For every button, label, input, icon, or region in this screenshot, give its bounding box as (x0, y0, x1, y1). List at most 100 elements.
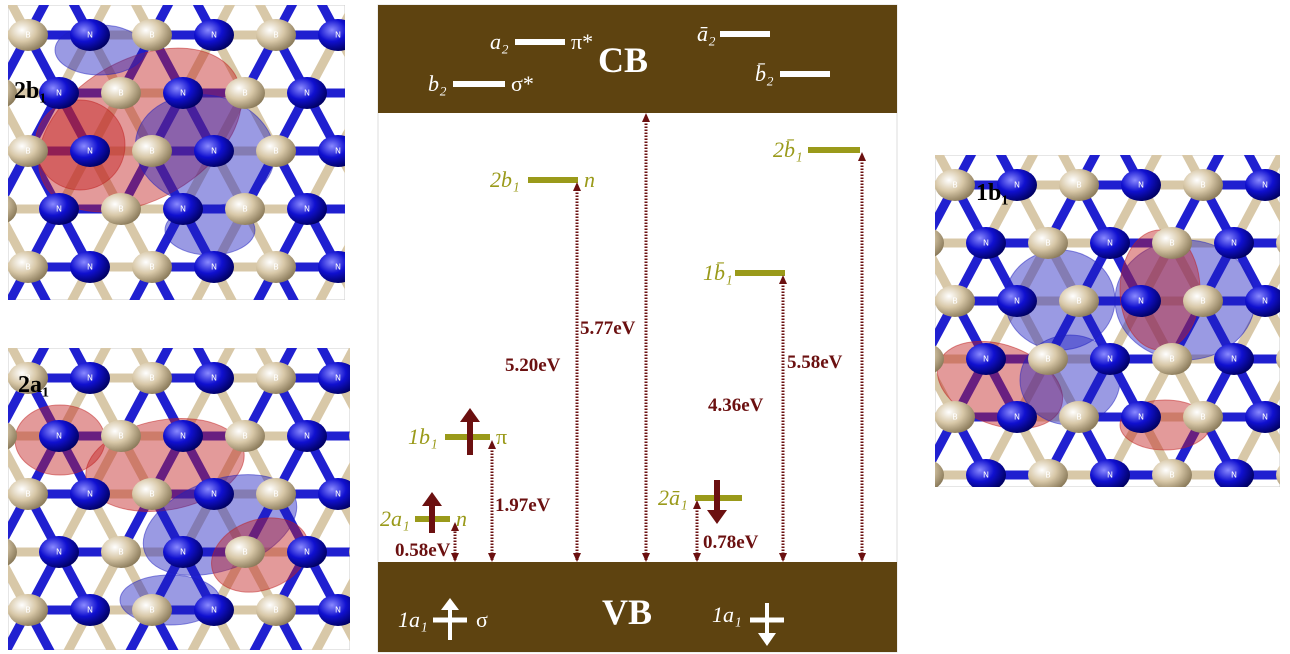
atom (1090, 459, 1130, 487)
atom (1245, 285, 1280, 317)
atom (966, 227, 1006, 259)
atom (163, 193, 203, 225)
atom (1245, 169, 1280, 201)
atom (1059, 169, 1099, 201)
atom (1028, 459, 1068, 487)
panel-background (935, 155, 1280, 487)
atom (287, 420, 327, 452)
atom (287, 309, 327, 341)
atom (132, 594, 172, 626)
atom (194, 594, 234, 626)
atom (194, 251, 234, 283)
atom (318, 478, 350, 510)
atom-label: N (56, 432, 62, 441)
transition-head (488, 440, 496, 449)
atom-label: B (273, 490, 279, 499)
transition-energy: 4.36eV (708, 395, 764, 416)
atom-label: N (335, 263, 341, 272)
bond (893, 301, 924, 359)
atom-label: B (1200, 413, 1206, 422)
spin-arrow-head (707, 510, 727, 524)
atom-label: B (273, 147, 279, 156)
atom-label: B (1169, 239, 1175, 248)
atom (70, 594, 110, 626)
level-label: 1b̄₁ (703, 260, 733, 285)
atom (935, 401, 975, 433)
atom-label: N (1107, 471, 1113, 480)
atom-label: B (366, 548, 372, 557)
atom-label: N (87, 263, 93, 272)
atom-label: B (25, 263, 31, 272)
bond (893, 185, 924, 243)
transition-head (573, 182, 581, 191)
level-label: a₂ (490, 29, 509, 54)
atom-label: N (1262, 297, 1268, 306)
atom (966, 459, 1006, 487)
energy-diagram: CB VB a₂ π* b₂ σ* ā₂ b̄₂ 2b₁ n 1b₁ π 2a₁ n 2b̄₁ 1b̄₁ 2… (377, 4, 898, 653)
transitions: 0.58eV 1.97eV 5.20eV 5.77eV 0.78eV 4.36eV 5.58… (395, 113, 866, 562)
atom (256, 251, 296, 283)
level-label: 2b̄₁ (773, 137, 803, 162)
level-tag: σ (476, 607, 488, 632)
atom (1121, 169, 1161, 201)
atom (1090, 111, 1130, 143)
atom-label: B (1169, 355, 1175, 364)
atom (225, 420, 265, 452)
atom-label: N (180, 205, 186, 214)
atom-label: B (952, 297, 958, 306)
atom-label: B (366, 316, 372, 325)
atom (349, 431, 350, 441)
atom (163, 420, 203, 452)
atom-label: B (1045, 239, 1051, 248)
atom (1028, 343, 1068, 375)
atom (1152, 111, 1192, 143)
atom (132, 251, 172, 283)
atom-label: B (1200, 181, 1206, 190)
level-tag: π (496, 424, 507, 449)
atom-label: B (149, 31, 155, 40)
atom (225, 309, 265, 341)
atom-label: N (180, 321, 186, 330)
atom-label: N (56, 321, 62, 330)
transition-energy: 1.97eV (495, 495, 551, 516)
atom-label: N (335, 606, 341, 615)
atom-label: B (118, 548, 124, 557)
atom (194, 135, 234, 167)
atom-label: B (242, 316, 248, 325)
panel-label: 1b₁ (976, 180, 1009, 206)
bond (893, 359, 924, 417)
atom-label: B (25, 490, 31, 499)
atom (8, 251, 48, 283)
atom-label: N (335, 147, 341, 156)
atom-label: N (87, 374, 93, 383)
atom (997, 401, 1037, 433)
atom (225, 304, 265, 336)
atom (225, 536, 265, 568)
atom (1059, 401, 1099, 433)
atom (8, 478, 48, 510)
transition-energy: 0.58eV (395, 540, 451, 561)
atom-label: N (1107, 123, 1113, 132)
transition-head (642, 113, 650, 122)
atom (194, 362, 234, 394)
atom-label: B (921, 471, 927, 480)
atom-label: B (149, 374, 155, 383)
atom (1214, 459, 1254, 487)
atom-label: B (273, 606, 279, 615)
atom-label: B (25, 606, 31, 615)
atom (997, 285, 1037, 317)
level-label: b₂ (428, 71, 447, 96)
atom-label: N (1107, 239, 1113, 248)
atom-label: B (273, 31, 279, 40)
atom-label: B (118, 316, 124, 325)
atom (0, 304, 17, 336)
atom-label: N (304, 321, 310, 330)
atom-label: N (56, 205, 62, 214)
atom-label: N (304, 432, 310, 441)
atom (163, 536, 203, 568)
atom-label: N (211, 31, 217, 40)
atom (904, 111, 944, 143)
atom (256, 478, 296, 510)
atom (225, 77, 265, 109)
atom-label: B (118, 89, 124, 98)
